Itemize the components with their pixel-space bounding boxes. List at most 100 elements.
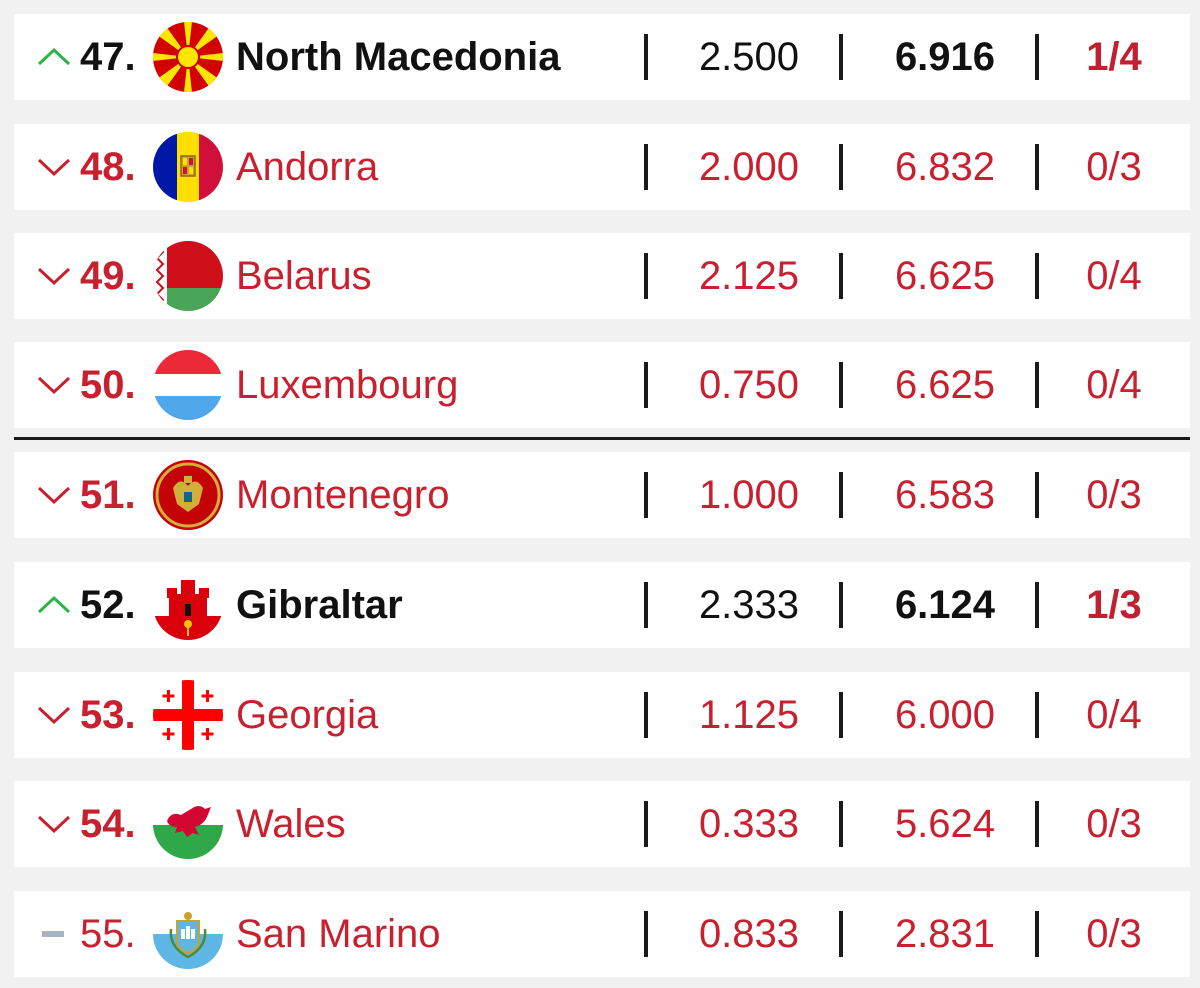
divider	[1035, 362, 1039, 408]
table-row: 55. San Marino 0.833 2.831 0/3	[14, 891, 1190, 977]
points: 0.750	[698, 363, 800, 407]
divider	[1035, 692, 1039, 738]
wins: 1/4	[1086, 35, 1142, 79]
divider	[839, 911, 843, 957]
wins: 1/3	[1086, 583, 1142, 627]
country-name: North Macedonia	[236, 35, 561, 79]
trend-down-icon	[32, 781, 76, 867]
divider	[839, 34, 843, 80]
gibraltar-flag-icon	[153, 570, 223, 640]
rank: 53.	[80, 693, 136, 737]
points: 2.000	[698, 145, 800, 189]
divider	[839, 801, 843, 847]
trend-up-icon	[32, 14, 76, 100]
trend-down-icon	[32, 672, 76, 758]
rank: 55.	[80, 912, 136, 956]
divider	[644, 801, 648, 847]
divider	[1035, 144, 1039, 190]
rank: 51.	[80, 473, 136, 517]
rank: 52.	[80, 583, 136, 627]
divider	[1035, 582, 1039, 628]
divider	[644, 911, 648, 957]
divider	[1035, 472, 1039, 518]
average: 6.832	[894, 145, 996, 189]
average: 6.583	[894, 473, 996, 517]
divider	[644, 34, 648, 80]
wins: 0/3	[1086, 912, 1142, 956]
montenegro-flag-icon	[153, 460, 223, 530]
average: 6.000	[894, 693, 996, 737]
average: 6.916	[894, 35, 996, 79]
divider	[644, 144, 648, 190]
divider	[839, 692, 843, 738]
trend-down-icon	[32, 124, 76, 210]
divider	[839, 582, 843, 628]
trend-down-icon	[32, 342, 76, 428]
country-name: Georgia	[236, 693, 379, 737]
divider	[644, 253, 648, 299]
san-marino-flag-icon	[153, 899, 223, 969]
points: 0.333	[698, 802, 800, 846]
wins: 0/4	[1086, 693, 1142, 737]
wins: 0/3	[1086, 145, 1142, 189]
average: 6.625	[894, 363, 996, 407]
belarus-flag-icon	[153, 241, 223, 311]
table-row: 52. Gibraltar 2.333 6.124 1/3	[14, 562, 1190, 648]
trend-unchanged-icon	[32, 891, 76, 977]
points: 2.125	[698, 254, 800, 298]
divider	[839, 253, 843, 299]
andorra-flag-icon	[153, 132, 223, 202]
points: 1.000	[698, 473, 800, 517]
divider	[839, 362, 843, 408]
divider	[644, 362, 648, 408]
rank: 49.	[80, 254, 136, 298]
divider	[644, 472, 648, 518]
country-name: Belarus	[236, 254, 372, 298]
wales-flag-icon	[153, 789, 223, 859]
table-row: 49. Belarus 2.125 6.625 0/4	[14, 233, 1190, 319]
country-name: Gibraltar	[236, 583, 403, 627]
rank: 47.	[80, 35, 136, 79]
country-name: Luxembourg	[236, 363, 459, 407]
rank: 48.	[80, 145, 136, 189]
divider	[1035, 253, 1039, 299]
country-name: San Marino	[236, 912, 441, 956]
country-name: Montenegro	[236, 473, 450, 517]
average: 6.124	[894, 583, 996, 627]
table-row: 50. Luxembourg 0.750 6.625 0/4	[14, 342, 1190, 428]
trend-up-icon	[32, 562, 76, 648]
divider	[839, 472, 843, 518]
georgia-flag-icon	[153, 680, 223, 750]
wins: 0/4	[1086, 363, 1142, 407]
table-row: 48. Andorra 2.000 6.832 0/3	[14, 124, 1190, 210]
divider	[644, 692, 648, 738]
rank: 50.	[80, 363, 136, 407]
relegation-line	[14, 437, 1190, 440]
table-row: 47. North Macedonia 2.500	[14, 14, 1190, 100]
divider	[1035, 911, 1039, 957]
country-name: Wales	[236, 802, 346, 846]
wins: 0/4	[1086, 254, 1142, 298]
divider	[1035, 801, 1039, 847]
country-name: Andorra	[236, 145, 379, 189]
average: 6.625	[894, 254, 996, 298]
table-row: 51. Montenegro 1.000 6.583 0/3	[14, 452, 1190, 538]
points: 2.500	[698, 35, 800, 79]
rank: 54.	[80, 802, 136, 846]
points: 2.333	[698, 583, 800, 627]
table-row: 54. Wales 0.333 5.624 0/3	[14, 781, 1190, 867]
divider	[644, 582, 648, 628]
average: 2.831	[894, 912, 996, 956]
trend-down-icon	[32, 452, 76, 538]
wins: 0/3	[1086, 473, 1142, 517]
average: 5.624	[894, 802, 996, 846]
wins: 0/3	[1086, 802, 1142, 846]
trend-down-icon	[32, 233, 76, 319]
table-row: 53. Georgia 1.125 6.000 0/4	[14, 672, 1190, 758]
luxembourg-flag-icon	[153, 350, 223, 420]
divider	[839, 144, 843, 190]
divider	[1035, 34, 1039, 80]
points: 1.125	[698, 693, 800, 737]
north-macedonia-flag-icon	[153, 22, 223, 92]
